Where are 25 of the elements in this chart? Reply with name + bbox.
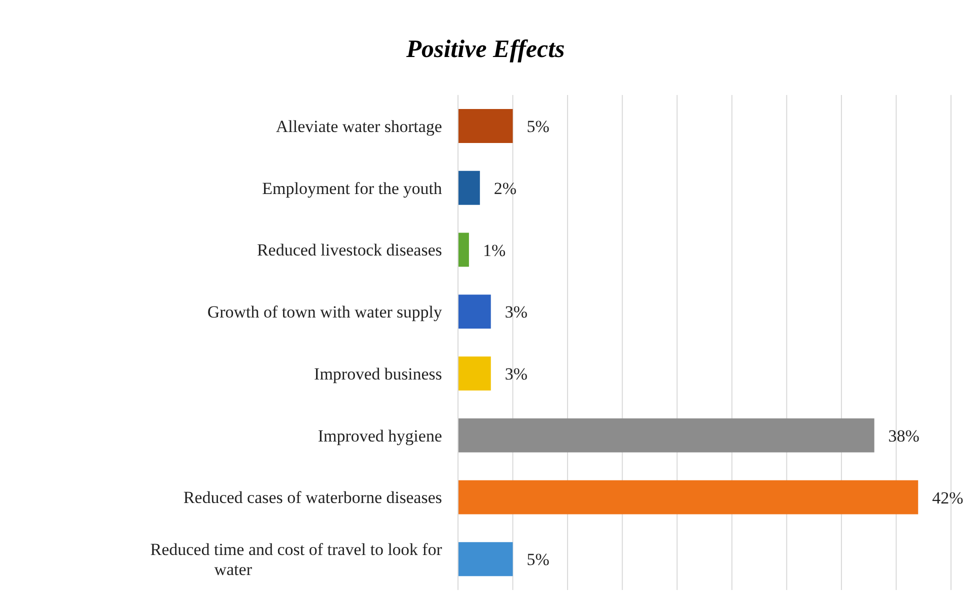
y-tick-label: Improved hygiene — [318, 426, 442, 446]
chart-title: Positive Effects — [405, 36, 566, 64]
y-tick-label: Reduced time and cost of travel to look for water — [150, 540, 442, 580]
y-tick-label: Employment for the youth — [262, 178, 442, 198]
bar — [458, 109, 513, 143]
y-tick-label: Alleviate water shortage — [276, 116, 442, 136]
y-tick-label: Reduced cases of waterborne diseases — [183, 488, 442, 508]
y-tick-label: Growth of town with water supply — [207, 302, 442, 322]
bar — [458, 356, 491, 390]
bar — [458, 232, 469, 267]
data-label: 38% — [888, 426, 920, 446]
data-label: 3% — [504, 364, 528, 384]
y-tick-label: Improved business — [314, 364, 442, 384]
data-label: 1% — [482, 240, 506, 260]
data-label: 5% — [526, 550, 550, 570]
data-label: 42% — [932, 488, 964, 508]
data-label: 5% — [526, 117, 550, 136]
bar — [458, 542, 513, 576]
data-label: 2% — [494, 178, 517, 198]
bar — [458, 294, 491, 329]
y-tick-label: Reduced livestock diseases — [256, 240, 442, 260]
bar — [458, 170, 480, 205]
bar — [458, 480, 918, 514]
bar — [458, 418, 874, 452]
data-label: 3% — [504, 302, 528, 322]
